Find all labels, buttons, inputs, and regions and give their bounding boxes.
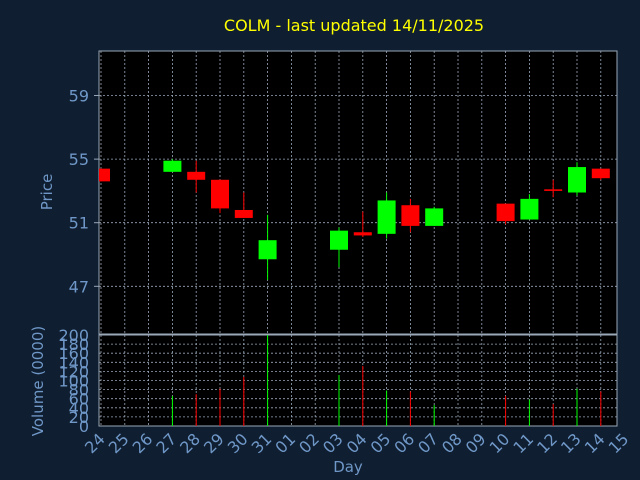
volume-plot-area — [98, 334, 618, 427]
price-plot-area — [98, 50, 618, 335]
volume-tick-label: 100 — [58, 372, 89, 391]
price-tick-label: 51 — [69, 214, 89, 233]
volume-tick-label: 20 — [69, 408, 89, 427]
price-axis-label: Price — [38, 174, 56, 211]
volume-tick-label: 140 — [58, 353, 89, 372]
candle-body — [99, 168, 110, 182]
candle-body — [353, 232, 372, 236]
volume-tick-label: 60 — [69, 390, 89, 409]
x-axis-tick-labels: 2425262728293031010203040506070809101112… — [81, 429, 632, 457]
candle-body — [401, 205, 420, 226]
x-axis-label: Day — [333, 458, 363, 476]
candle-body — [258, 240, 277, 260]
candle-body — [330, 230, 348, 250]
volume-tick-label: 40 — [69, 399, 89, 418]
candle-body — [163, 160, 182, 172]
price-tick-label: 47 — [69, 277, 89, 296]
candle-body — [496, 203, 515, 222]
candle-body — [591, 168, 610, 179]
volume-tick-label: 0 — [79, 417, 89, 436]
chart-title: COLM - last updated 14/11/2025 — [224, 16, 484, 35]
candles — [99, 159, 610, 280]
candle-body — [187, 171, 206, 180]
volume-tick-label: 200 — [58, 326, 89, 345]
candle-body — [544, 189, 563, 191]
volume-tick-label: 120 — [58, 362, 89, 381]
candle-body — [568, 167, 586, 193]
price-tick-label: 55 — [69, 150, 89, 169]
x-tick-label: 15 — [605, 429, 633, 457]
candle-body — [211, 179, 229, 209]
candle-body — [520, 198, 539, 220]
volume-bars — [171, 335, 602, 426]
volume-axis-label: Volume (0000) — [29, 326, 47, 436]
price-tick-label: 59 — [69, 87, 89, 106]
volume-tick-label: 160 — [58, 344, 89, 363]
candle-body — [377, 200, 396, 234]
candle-body — [425, 208, 444, 226]
volume-tick-label: 180 — [58, 335, 89, 354]
price-y-ticks: 47 51 55 59 — [69, 87, 99, 296]
volume-tick-label: 80 — [69, 381, 89, 400]
candle-body — [234, 209, 253, 218]
